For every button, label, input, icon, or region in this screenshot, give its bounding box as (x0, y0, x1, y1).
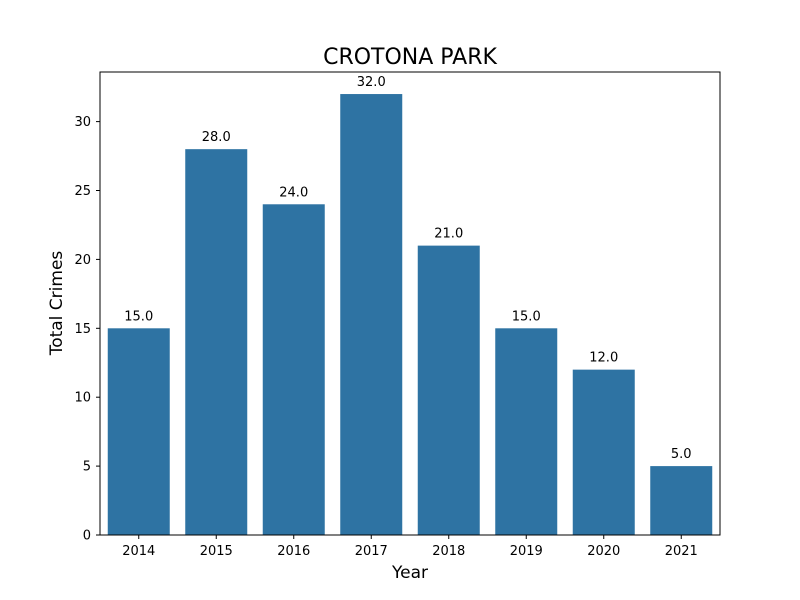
x-axis-label: Year (391, 563, 428, 583)
y-tick-label-5: 5 (83, 460, 91, 475)
data-label-2017: 32.0 (357, 75, 386, 90)
x-tick-label-2017: 2017 (355, 544, 388, 559)
x-tick-label-2014: 2014 (122, 544, 155, 559)
x-axis: 2014 2015 2016 2017 2018 2019 2020 2021 (122, 535, 698, 559)
y-tick-label-15: 15 (74, 322, 91, 337)
y-axis-label: Total Crimes (47, 251, 67, 357)
y-tick-label-10: 10 (74, 391, 91, 406)
x-tick-label-2019: 2019 (510, 544, 543, 559)
data-label-2015: 28.0 (202, 130, 231, 145)
bar-2018 (417, 245, 480, 535)
bar-2021 (650, 466, 713, 535)
plot-frame (99, 71, 721, 536)
bar-2016 (262, 204, 325, 536)
bars-group (107, 94, 713, 536)
y-tick-label-0: 0 (83, 529, 91, 544)
data-label-2019: 15.0 (512, 309, 541, 324)
y-tick-label-30: 30 (74, 115, 91, 130)
data-labels-group: 15.0 28.0 24.0 32.0 21.0 15.0 12.0 5.0 (124, 75, 691, 462)
bar-2015 (185, 149, 248, 535)
bar-2014 (107, 328, 170, 535)
x-tick-label-2020: 2020 (587, 544, 620, 559)
x-tick-label-2015: 2015 (200, 544, 233, 559)
bar-2017 (340, 94, 403, 536)
y-axis: 0 5 10 15 20 25 30 (74, 115, 100, 544)
x-tick-label-2021: 2021 (665, 544, 698, 559)
data-label-2018: 21.0 (434, 227, 463, 242)
data-label-2016: 24.0 (279, 185, 308, 200)
x-tick-label-2018: 2018 (432, 544, 465, 559)
y-tick-label-20: 20 (74, 253, 91, 268)
y-tick-label-25: 25 (74, 184, 91, 199)
data-label-2020: 12.0 (589, 351, 618, 366)
bar-2019 (495, 328, 558, 535)
chart-title: CROTONA PARK (323, 45, 497, 70)
data-label-2021: 5.0 (671, 447, 692, 462)
data-label-2014: 15.0 (124, 309, 153, 324)
bar-2020 (572, 369, 635, 535)
x-tick-label-2016: 2016 (277, 544, 310, 559)
